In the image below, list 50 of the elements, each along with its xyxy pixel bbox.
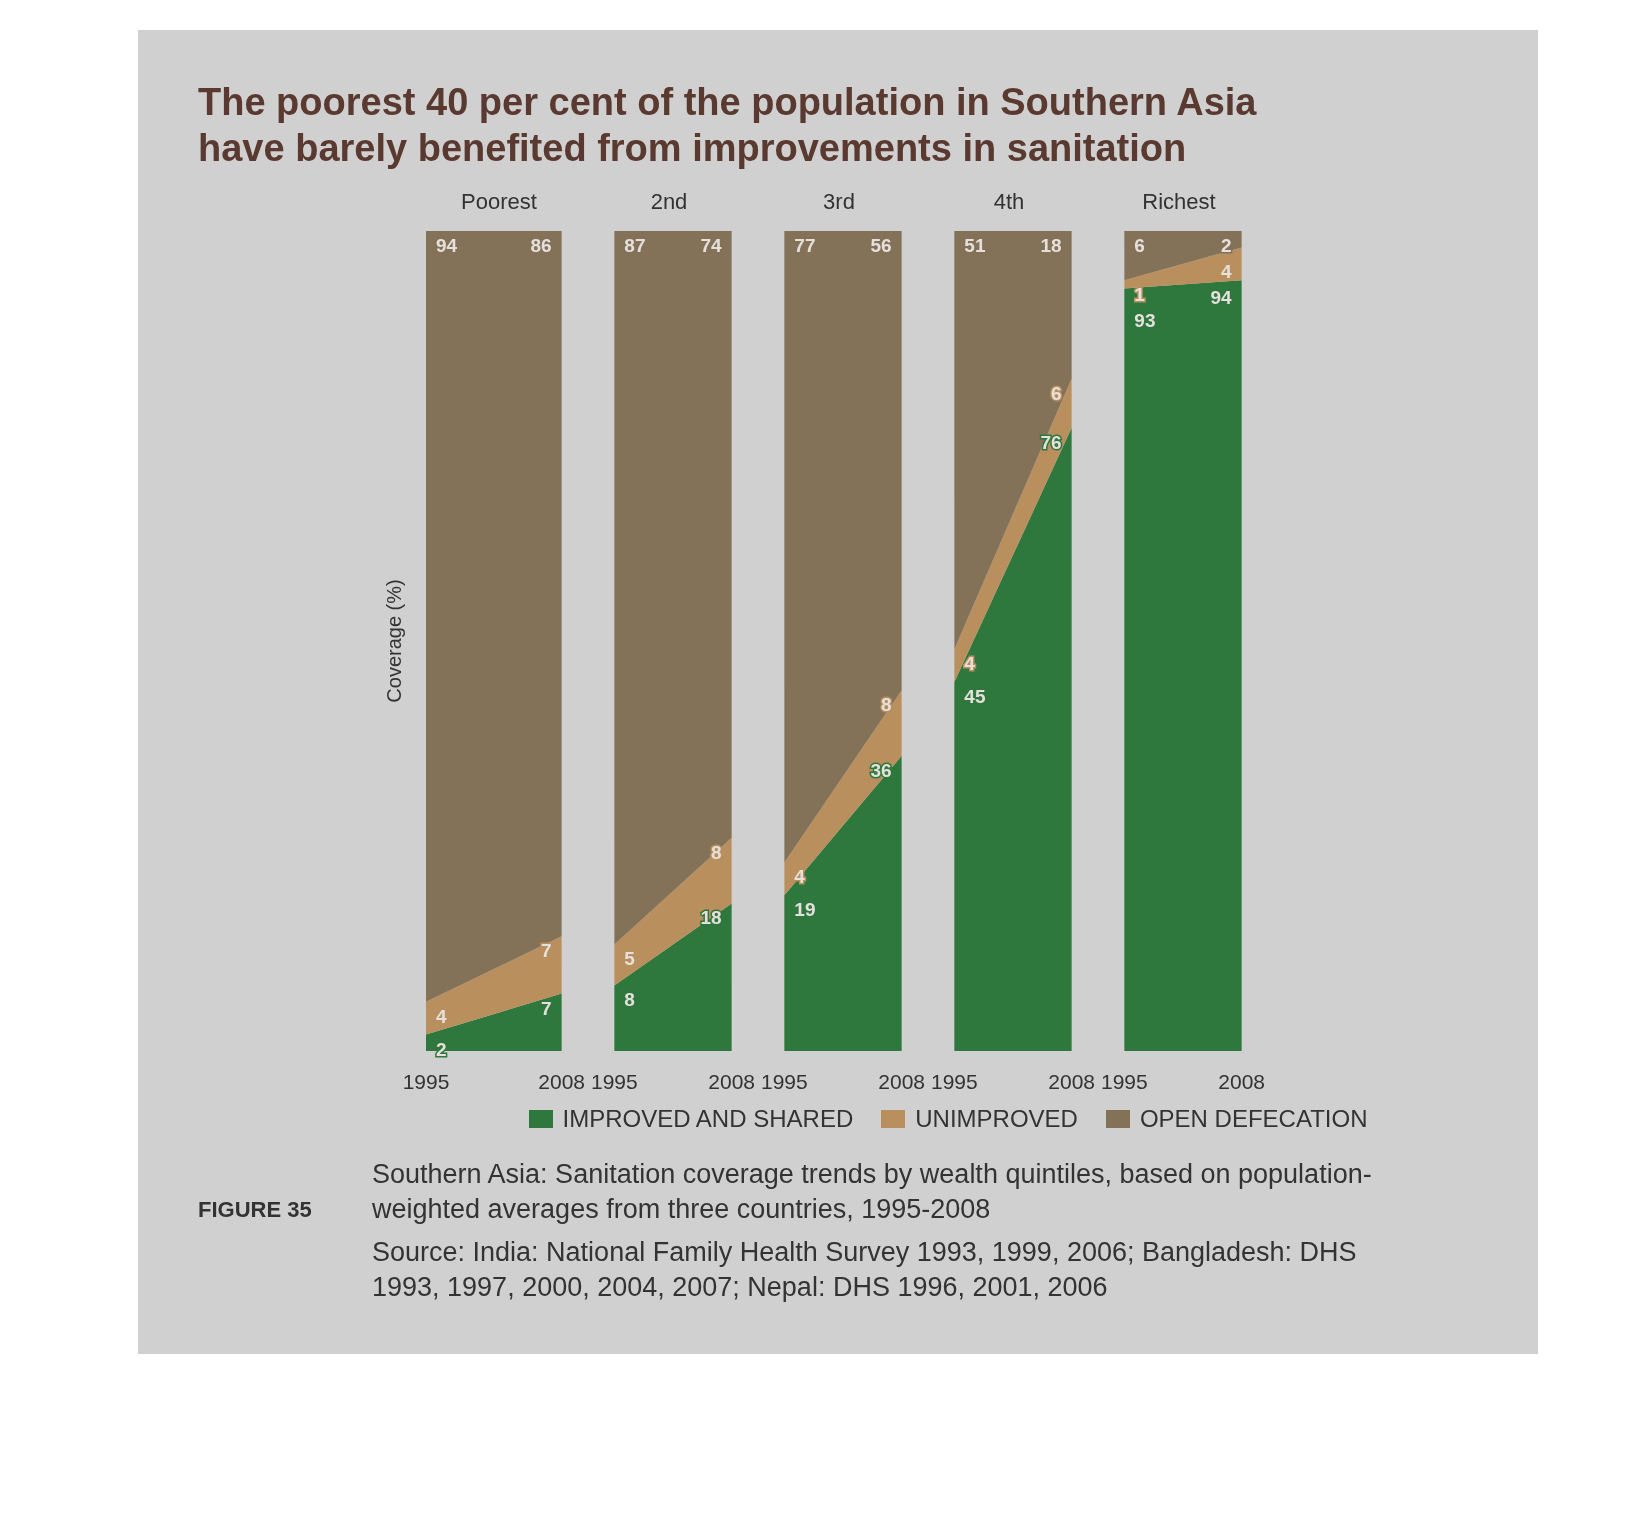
data-label: 7 [541, 997, 552, 1019]
legend-label: OPEN DEFECATION [1138, 1105, 1368, 1134]
data-label: 74 [700, 235, 723, 257]
data-label: 45 [964, 686, 986, 708]
x-tick-label: 1995 [591, 1070, 638, 1094]
data-label: 7 [541, 940, 552, 962]
data-label: 93 [1134, 310, 1156, 332]
source-note: Source: India: National Family Health Survey 1993, 1999, 2006; Bangladesh: DHS 1993, 1997, 2000, 2004, 2007; Nepal: DHS 1996, 2001, 2006 [372, 1236, 1358, 1305]
x-tick-label: 1995 [1101, 1070, 1148, 1094]
data-label: 6 [1134, 235, 1145, 257]
chart-subtitle: Poorest [461, 188, 537, 214]
data-label: 8 [624, 989, 635, 1011]
chart-subtitle: 2nd [650, 188, 688, 214]
data-label: 4 [436, 1005, 447, 1027]
data-label: 2 [1221, 235, 1232, 257]
caption: FIGURE 35 [198, 1196, 313, 1224]
data-label: 56 [870, 235, 892, 257]
x-tick-label: 1995 [931, 1070, 978, 1094]
data-label: 77 [794, 235, 816, 257]
x-tick-label: 2008 [1048, 1070, 1095, 1094]
x-tick-label: 2008 [1218, 1070, 1265, 1094]
legend-label: IMPROVED AND SHARED [561, 1105, 854, 1134]
data-label: 4 [1221, 261, 1233, 283]
x-tick-label: 2008 [878, 1070, 925, 1094]
text: The poorest 40 per cent of the population in Southern Asia have barely benefited from improvements in sanitation [198, 80, 1258, 171]
x-tick-label: 2008 [538, 1070, 585, 1094]
data-label: 8 [881, 694, 892, 716]
chart-subtitle: 4th [993, 188, 1025, 214]
data-label: 86 [530, 235, 552, 257]
data-label: 51 [964, 235, 986, 257]
x-tick-label: 2008 [708, 1070, 755, 1094]
data-label: 1 [1134, 284, 1146, 306]
data-label: 94 [1210, 287, 1233, 309]
legend-label: UNIMPROVED [914, 1105, 1078, 1134]
data-label: 76 [1040, 431, 1062, 453]
data-label: 4 [964, 653, 976, 675]
chart-subtitle: 3rd [823, 188, 855, 214]
data-label: 6 [1051, 382, 1062, 404]
x-tick-label: 1995 [761, 1070, 808, 1094]
y-axis-title: Coverage (%) [383, 579, 405, 703]
data-label: 87 [624, 235, 646, 257]
data-label: 94 [436, 235, 458, 257]
data-label: 5 [624, 948, 636, 970]
chart-subtitle: Richest [1142, 188, 1216, 214]
data-label: 36 [870, 759, 892, 781]
text: Southern Asia: Sanitation coverage trends by wealth quintiles, based on population-weighted averages from three countries, 1995-2008 [372, 1158, 1373, 1227]
data-label: 19 [794, 899, 816, 921]
data-label: 8 [711, 841, 722, 863]
data-label: 18 [1040, 235, 1062, 257]
x-tick-label: 1995 [402, 1070, 450, 1094]
